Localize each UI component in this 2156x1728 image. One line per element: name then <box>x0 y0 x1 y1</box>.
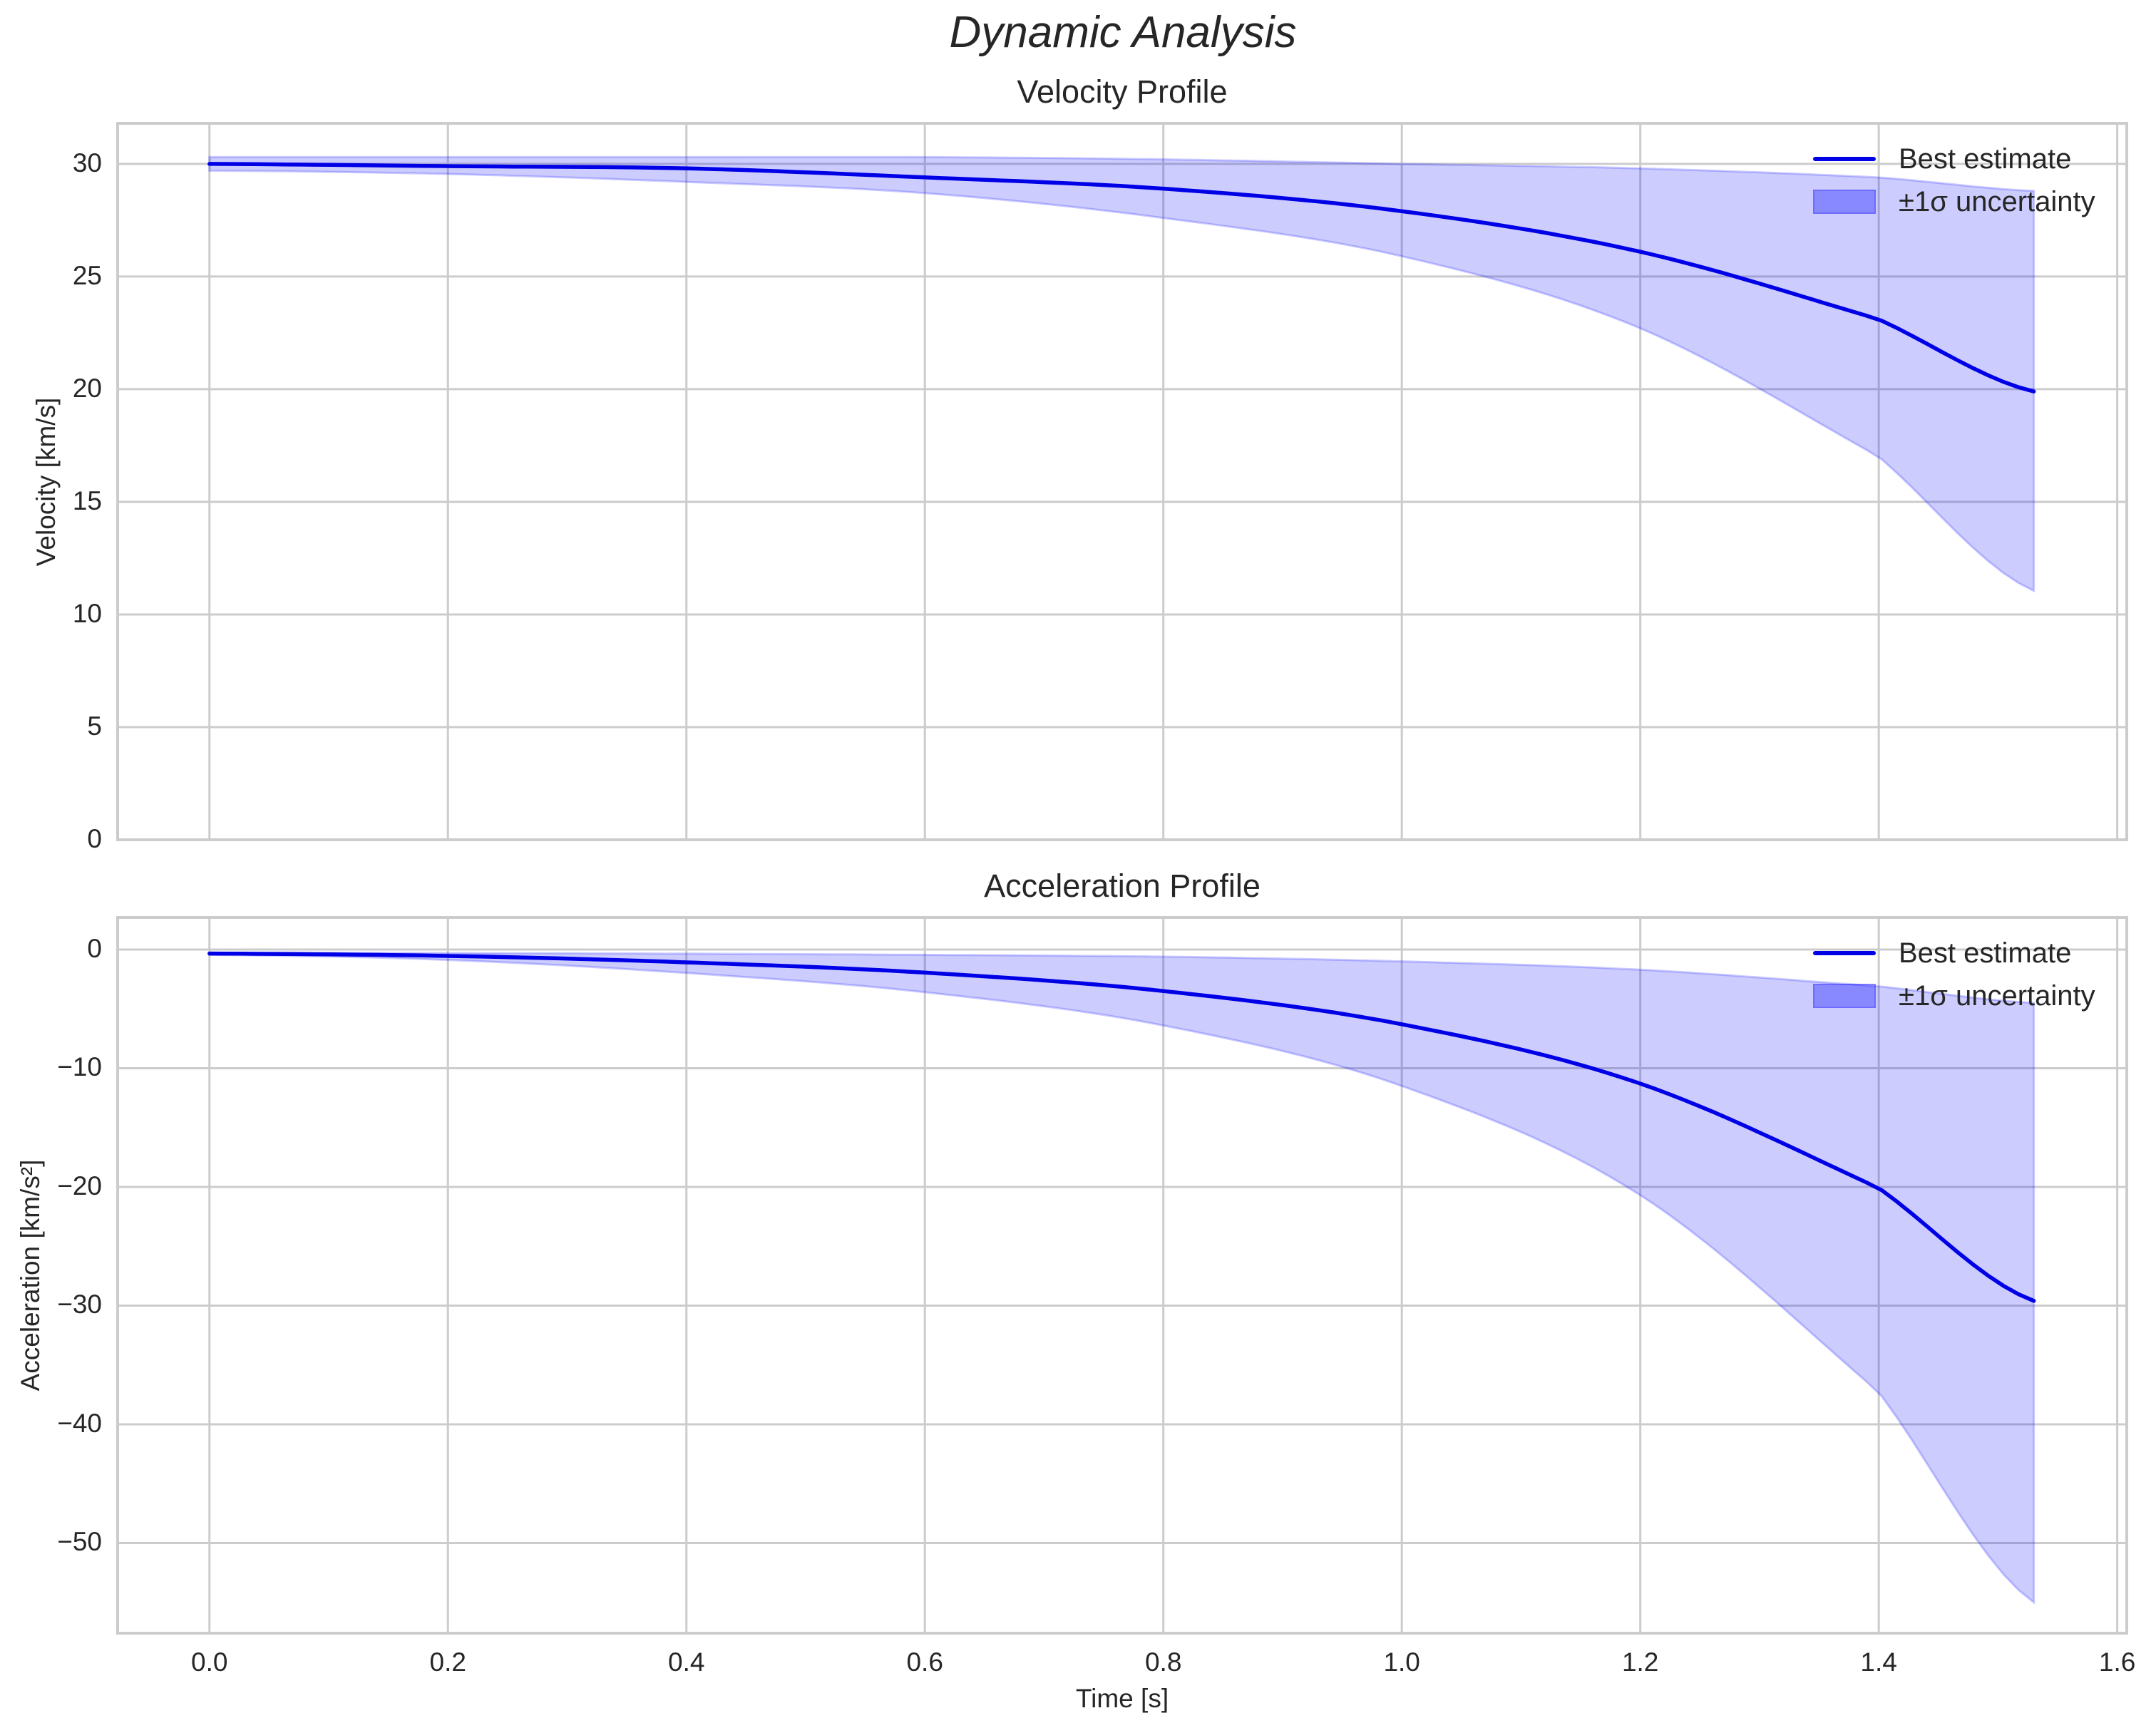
x-tick-label: 1.6 <box>2098 1647 2136 1677</box>
y-tick-label: −20 <box>57 1171 102 1200</box>
legend-label: ±1σ uncertainty <box>1899 979 2095 1012</box>
line-swatch-icon <box>1813 951 1876 955</box>
time-x-axis-label: Time [s] <box>1075 1684 1169 1713</box>
best-estimate-line <box>207 162 2036 394</box>
x-tick-label: 1.0 <box>1383 1647 1420 1677</box>
y-tick-label: 15 <box>72 485 102 515</box>
velocity-legend: Best estimate ±1σ uncertainty <box>1813 138 2095 223</box>
x-tick-label: 0.2 <box>429 1647 466 1677</box>
acceleration-legend: Best estimate ±1σ uncertainty <box>1813 932 2095 1017</box>
legend-label: Best estimate <box>1899 143 2072 175</box>
y-tick-label: −50 <box>57 1527 102 1557</box>
y-tick-label: 5 <box>87 711 102 741</box>
uncertainty-band <box>208 155 2036 593</box>
y-tick-label: 20 <box>72 373 102 403</box>
legend-item-uncertainty: ±1σ uncertainty <box>1813 974 2095 1017</box>
legend-item-uncertainty: ±1σ uncertainty <box>1813 180 2095 223</box>
x-tick-label: 0.0 <box>191 1647 228 1677</box>
velocity-axes <box>116 122 2128 841</box>
band-swatch-icon <box>1813 984 1876 1008</box>
y-tick-label: 10 <box>72 598 102 628</box>
x-tick-label: 0.6 <box>906 1647 943 1677</box>
x-tick-label: 1.2 <box>1621 1647 1659 1677</box>
legend-item-best-estimate: Best estimate <box>1813 138 2095 180</box>
y-tick-label: 30 <box>72 148 102 178</box>
x-tick-label: 0.8 <box>1144 1647 1182 1677</box>
x-tick-label: 1.4 <box>1860 1647 1897 1677</box>
x-tick-label: 0.4 <box>668 1647 705 1677</box>
y-tick-label: −40 <box>57 1408 102 1438</box>
y-tick-label: 0 <box>87 824 102 853</box>
y-tick-label: 25 <box>72 260 102 290</box>
legend-item-best-estimate: Best estimate <box>1813 932 2095 974</box>
legend-label: ±1σ uncertainty <box>1899 185 2095 217</box>
y-tick-label: −10 <box>57 1052 102 1082</box>
y-tick-label: −30 <box>57 1290 102 1320</box>
line-swatch-icon <box>1813 157 1876 161</box>
best-estimate-line <box>207 951 2036 1303</box>
figure-title: Dynamic Analysis <box>949 8 1297 57</box>
legend-label: Best estimate <box>1899 937 2072 969</box>
y-tick-label: 0 <box>87 933 102 963</box>
acceleration-plot-title: Acceleration Profile <box>984 868 1261 904</box>
band-swatch-icon <box>1813 190 1876 214</box>
uncertainty-band <box>208 951 2036 1605</box>
acceleration-axes <box>116 916 2128 1635</box>
velocity-plot-title: Velocity Profile <box>1017 73 1228 110</box>
